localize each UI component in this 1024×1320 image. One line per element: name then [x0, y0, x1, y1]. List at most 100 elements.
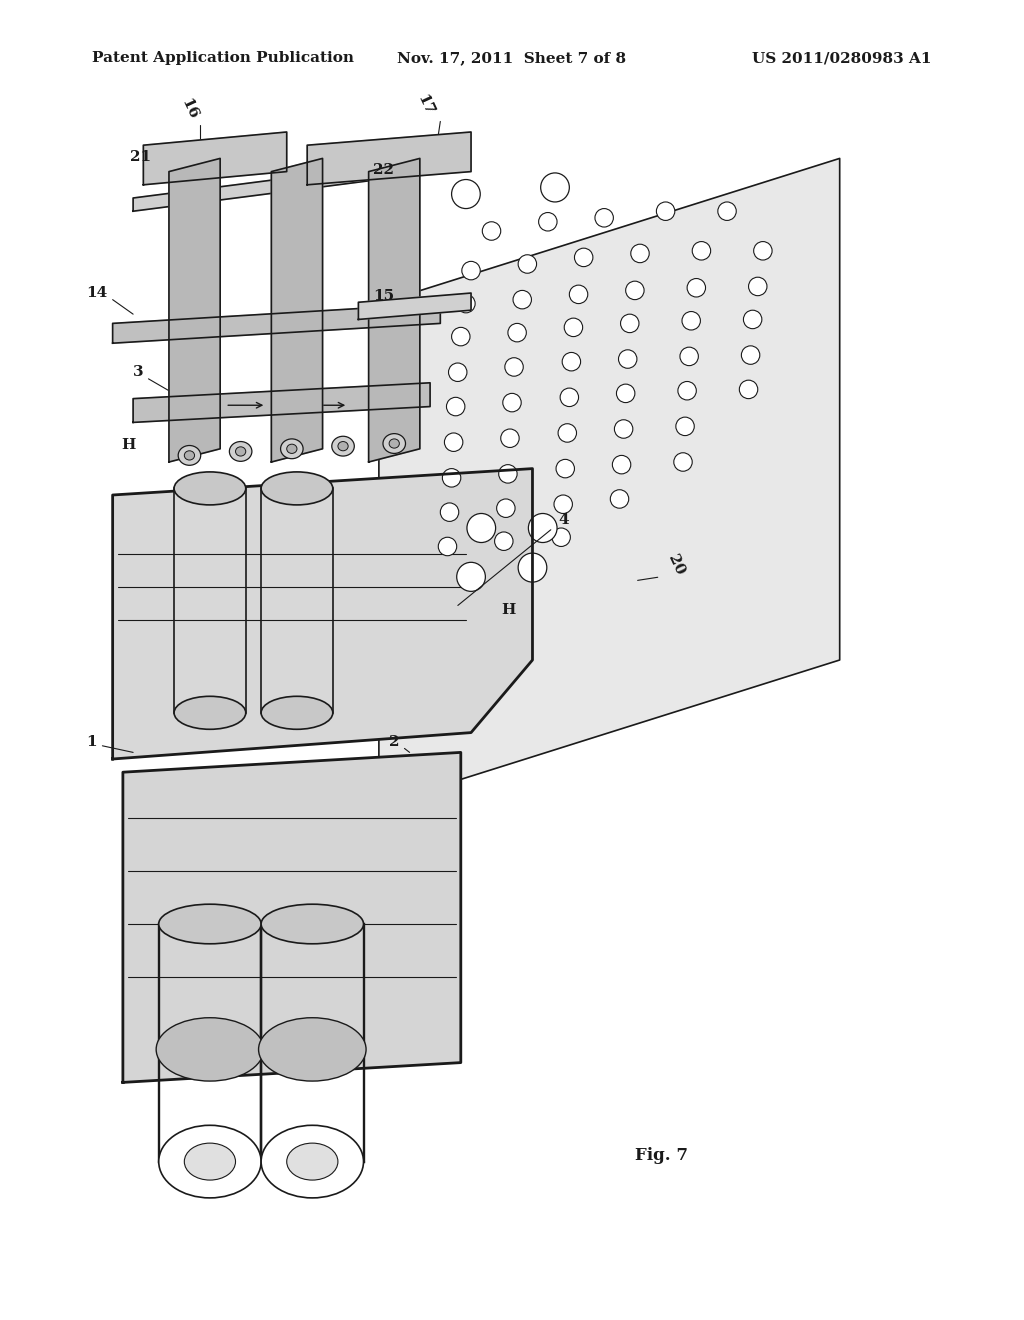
Ellipse shape [444, 433, 463, 451]
Ellipse shape [501, 429, 519, 447]
Ellipse shape [595, 209, 613, 227]
Ellipse shape [338, 441, 348, 451]
Ellipse shape [574, 248, 593, 267]
Ellipse shape [541, 173, 569, 202]
Polygon shape [307, 132, 471, 185]
Ellipse shape [499, 465, 517, 483]
Ellipse shape [258, 1018, 367, 1081]
Text: 20: 20 [666, 552, 687, 577]
Ellipse shape [174, 471, 246, 504]
Ellipse shape [618, 350, 637, 368]
Ellipse shape [528, 513, 557, 543]
Ellipse shape [754, 242, 772, 260]
Ellipse shape [508, 323, 526, 342]
Ellipse shape [503, 393, 521, 412]
Ellipse shape [449, 363, 467, 381]
Ellipse shape [457, 294, 475, 313]
Ellipse shape [462, 261, 480, 280]
Ellipse shape [676, 417, 694, 436]
Ellipse shape [457, 562, 485, 591]
Text: 14: 14 [86, 286, 108, 300]
Polygon shape [113, 469, 532, 759]
Ellipse shape [505, 358, 523, 376]
Ellipse shape [626, 281, 644, 300]
Polygon shape [123, 752, 461, 1082]
Polygon shape [271, 158, 323, 462]
Polygon shape [133, 158, 440, 211]
Polygon shape [358, 293, 471, 319]
Ellipse shape [287, 444, 297, 454]
Ellipse shape [178, 446, 201, 465]
Ellipse shape [467, 513, 496, 543]
Ellipse shape [556, 459, 574, 478]
Ellipse shape [513, 290, 531, 309]
Ellipse shape [612, 455, 631, 474]
Ellipse shape [261, 904, 364, 944]
Polygon shape [169, 158, 220, 462]
Text: H: H [502, 603, 516, 616]
Ellipse shape [287, 1143, 338, 1180]
Text: H: H [121, 438, 135, 451]
Text: US 2011/0280983 A1: US 2011/0280983 A1 [753, 51, 932, 65]
Text: 16: 16 [178, 96, 201, 121]
Ellipse shape [564, 318, 583, 337]
Text: 15: 15 [373, 289, 394, 302]
Ellipse shape [687, 279, 706, 297]
Ellipse shape [621, 314, 639, 333]
Text: Fig. 7: Fig. 7 [635, 1147, 688, 1163]
Ellipse shape [438, 537, 457, 556]
Ellipse shape [692, 242, 711, 260]
Text: 3: 3 [133, 366, 143, 379]
Ellipse shape [389, 438, 399, 449]
Ellipse shape [680, 347, 698, 366]
Ellipse shape [614, 420, 633, 438]
Ellipse shape [569, 285, 588, 304]
Ellipse shape [718, 202, 736, 220]
Ellipse shape [332, 436, 354, 455]
Ellipse shape [495, 532, 513, 550]
Ellipse shape [184, 1143, 236, 1180]
Text: Nov. 17, 2011  Sheet 7 of 8: Nov. 17, 2011 Sheet 7 of 8 [397, 51, 627, 65]
Ellipse shape [674, 453, 692, 471]
Ellipse shape [442, 469, 461, 487]
Ellipse shape [281, 438, 303, 458]
Ellipse shape [562, 352, 581, 371]
Ellipse shape [518, 255, 537, 273]
Ellipse shape [552, 528, 570, 546]
Text: 22: 22 [373, 164, 394, 177]
Ellipse shape [236, 446, 246, 455]
Text: 4: 4 [558, 513, 568, 527]
Ellipse shape [631, 244, 649, 263]
Ellipse shape [156, 1018, 264, 1081]
Ellipse shape [383, 433, 406, 454]
Ellipse shape [743, 310, 762, 329]
Ellipse shape [558, 424, 577, 442]
Polygon shape [113, 304, 440, 343]
Ellipse shape [482, 222, 501, 240]
Ellipse shape [440, 503, 459, 521]
Text: 2: 2 [389, 735, 399, 748]
Polygon shape [133, 383, 430, 422]
Text: 1: 1 [87, 735, 97, 748]
Ellipse shape [184, 450, 195, 461]
Ellipse shape [159, 904, 261, 944]
Ellipse shape [616, 384, 635, 403]
Ellipse shape [229, 441, 252, 461]
Ellipse shape [554, 495, 572, 513]
Ellipse shape [749, 277, 767, 296]
Ellipse shape [560, 388, 579, 407]
Text: Patent Application Publication: Patent Application Publication [92, 51, 354, 65]
Ellipse shape [610, 490, 629, 508]
Ellipse shape [261, 1125, 364, 1199]
Ellipse shape [739, 380, 758, 399]
Ellipse shape [741, 346, 760, 364]
Ellipse shape [446, 397, 465, 416]
Ellipse shape [682, 312, 700, 330]
Ellipse shape [159, 1125, 261, 1199]
Ellipse shape [678, 381, 696, 400]
Ellipse shape [452, 180, 480, 209]
Text: 17: 17 [414, 92, 436, 117]
Ellipse shape [497, 499, 515, 517]
Ellipse shape [261, 471, 333, 504]
Ellipse shape [452, 327, 470, 346]
